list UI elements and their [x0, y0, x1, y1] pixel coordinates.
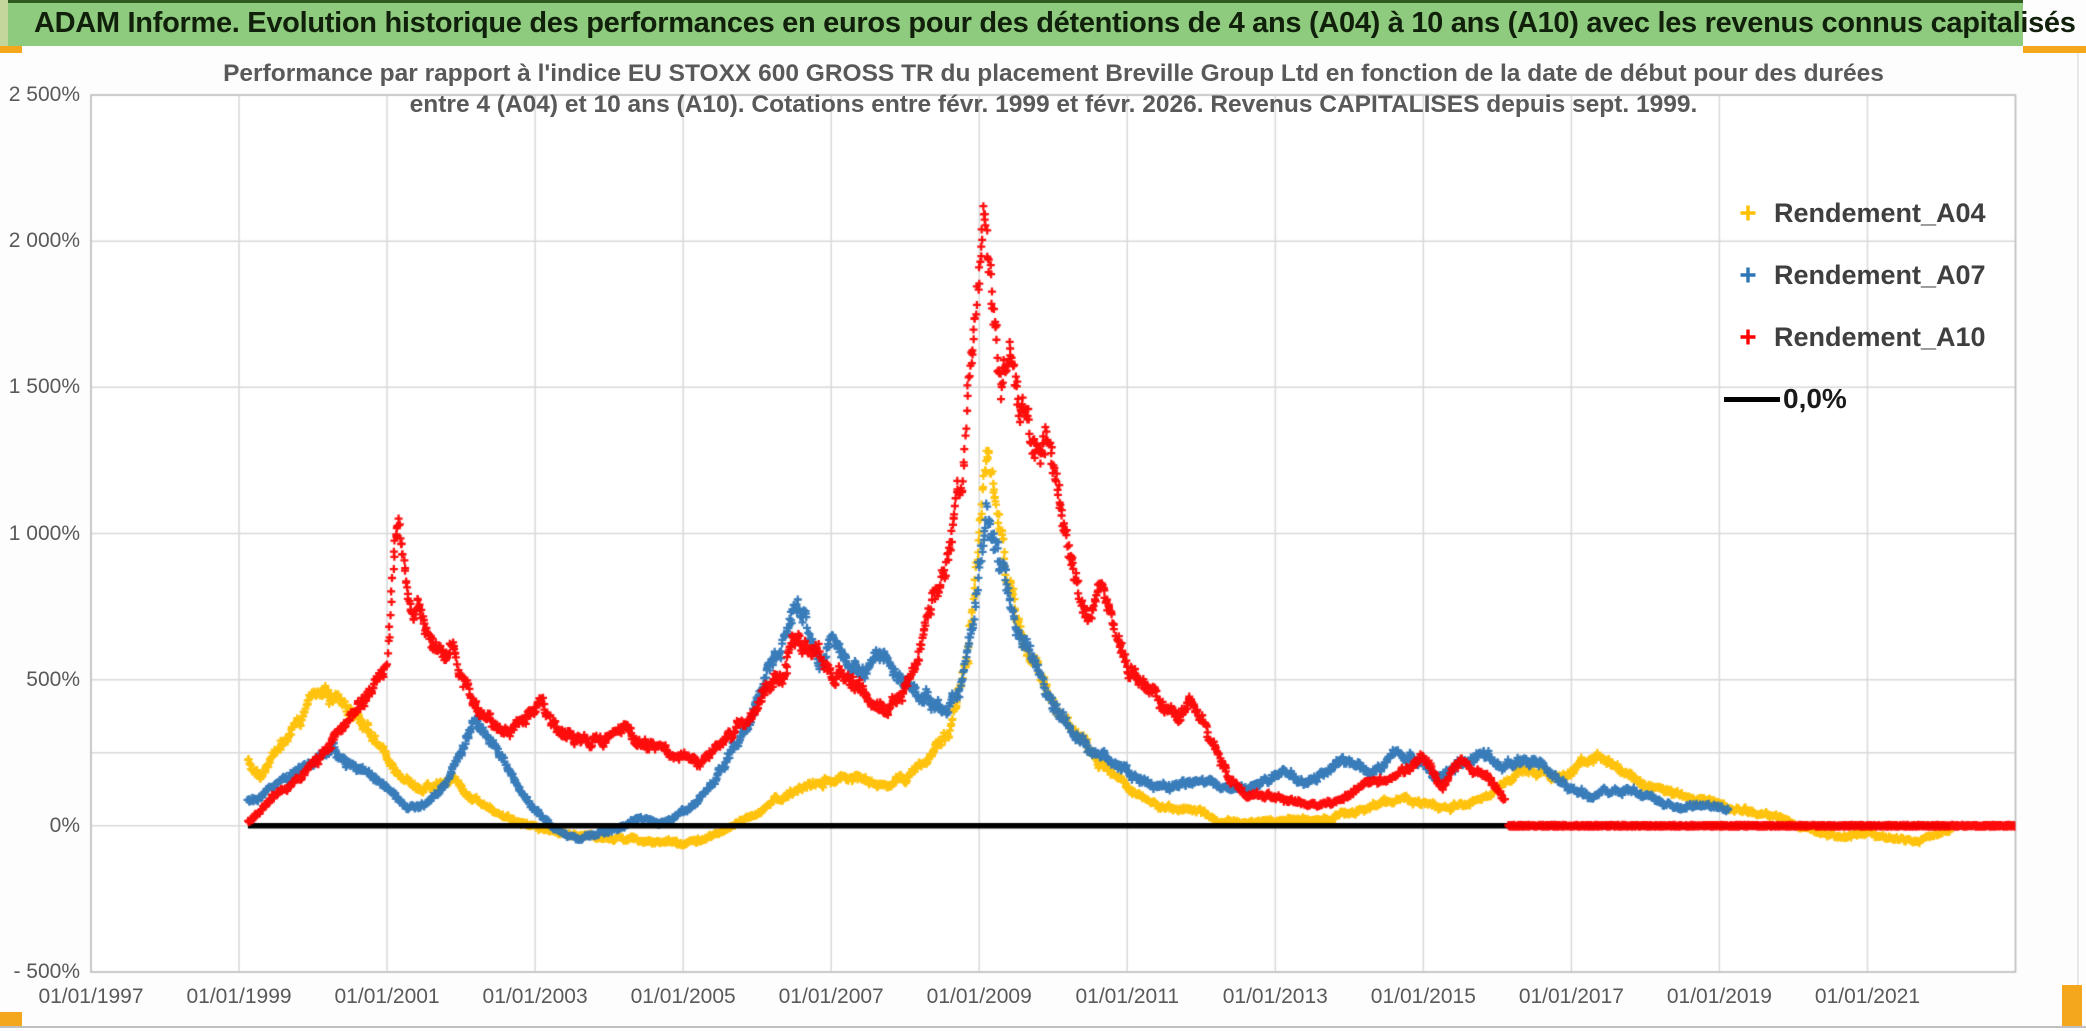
legend-label: 0,0% [1783, 383, 1847, 414]
x-axis-tick-label: 01/01/2011 [1075, 985, 1180, 1008]
chart-title-line2: entre 4 (A04) et 10 ans (A10). Cotations… [409, 91, 1698, 118]
plus-marker-icon [1740, 329, 1756, 345]
header-banner: ADAM Informe. Evolution historique des p… [0, 0, 2076, 46]
x-axis-tick-label: 01/01/2007 [778, 985, 884, 1008]
legend-item-rendement-a07: Rendement_A07 [1738, 244, 1986, 306]
accent-chip-bottom-left [0, 1012, 22, 1026]
accent-chip-top-right [2023, 46, 2086, 53]
x-axis-tick-label: 01/01/2003 [482, 985, 588, 1008]
chart-legend: Rendement_A04 Rendement_A07 Rendement_A1… [1724, 182, 1986, 430]
legend-item-rendement-a04: Rendement_A04 [1738, 182, 1986, 244]
chart-title: Performance par rapport à l'indice EU ST… [91, 58, 2016, 120]
legend-item-zero-line: 0,0% [1724, 368, 1986, 430]
legend-item-rendement-a10: Rendement_A10 [1738, 306, 1986, 368]
legend-label: Rendement_A10 [1774, 321, 1986, 352]
accent-bar-bottom-right [2062, 985, 2082, 1026]
plus-marker-icon [1740, 267, 1756, 283]
y-axis-tick-label: 500% [26, 667, 80, 691]
x-axis-tick-label: 01/01/2015 [1370, 985, 1476, 1008]
y-axis-tick-label: - 500% [13, 960, 80, 983]
left-edge-accent [0, 0, 8, 46]
y-axis-tick-label: 1 000% [8, 521, 80, 545]
right-frame-line [2077, 53, 2079, 985]
y-axis-tick-label: 0% [49, 813, 80, 837]
legend-label: Rendement_A07 [1774, 259, 1986, 290]
legend-label: Rendement_A04 [1774, 197, 1986, 228]
x-axis-tick-label: 01/01/2001 [334, 985, 440, 1008]
x-axis-tick-label: 01/01/2017 [1518, 985, 1624, 1008]
accent-chip-top-left [0, 46, 22, 53]
zero-line-swatch [1724, 396, 1780, 402]
plus-marker-icon [1740, 205, 1756, 221]
x-axis-tick-label: 01/01/2019 [1666, 985, 1772, 1008]
x-axis-tick-label: 01/01/2005 [630, 985, 736, 1008]
bottom-frame-line [0, 1026, 2086, 1028]
x-axis-tick-label: 01/01/1999 [186, 985, 292, 1008]
chart-title-line1: Performance par rapport à l'indice EU ST… [223, 60, 1884, 87]
x-axis-tick-label: 01/01/2021 [1814, 985, 1920, 1008]
y-axis-tick-label: 1 500% [8, 375, 80, 399]
header-banner-title: ADAM Informe. Evolution historique des p… [34, 7, 2076, 39]
y-axis-tick-label: 2 000% [8, 229, 80, 253]
y-axis-tick-label: 2 500% [8, 83, 80, 106]
x-axis-tick-label: 01/01/2013 [1222, 985, 1328, 1008]
x-axis-tick-label: 01/01/1997 [38, 985, 144, 1008]
x-axis-tick-label: 01/01/2009 [926, 985, 1032, 1008]
